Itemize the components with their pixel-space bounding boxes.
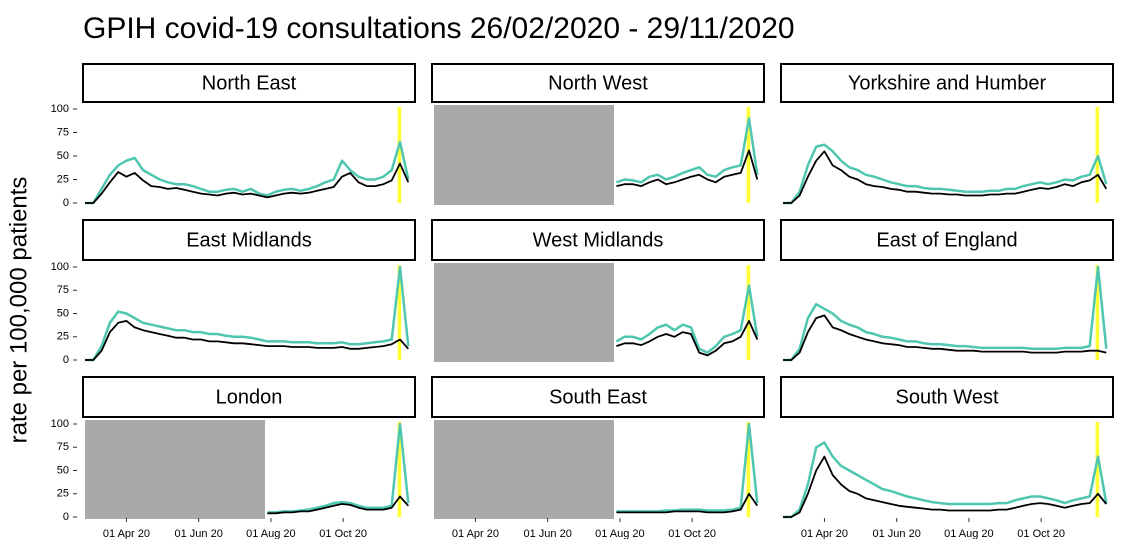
strip [780, 376, 1114, 418]
strip [431, 63, 765, 103]
series-line [783, 265, 1108, 362]
strip [82, 63, 416, 103]
highlight-band [397, 265, 402, 360]
x-tick-label: 01 Aug 20 [595, 528, 645, 539]
strip [82, 376, 416, 418]
series-line [85, 140, 410, 205]
y-tick-label: 50 [57, 307, 69, 319]
x-tick-label: 01 Apr 20 [103, 528, 150, 539]
x-tick-label: 01 Oct 20 [1017, 528, 1065, 539]
chart-title: GPIH covid-19 consultations 26/02/2020 -… [83, 12, 795, 45]
y-tick-label: 50 [57, 150, 69, 162]
highlight-band [1095, 422, 1100, 517]
x-tick-label: 01 Apr 20 [801, 528, 848, 539]
strip-title: South West [895, 386, 998, 408]
series-line [85, 162, 410, 204]
series-line [85, 320, 409, 361]
series-line [616, 422, 759, 513]
highlight-band [397, 422, 402, 517]
highlight-band [397, 107, 402, 203]
y-tick-label: 100 [51, 103, 69, 115]
x-tick-label: 01 Jun 20 [873, 528, 921, 539]
y-tick-label: 100 [51, 261, 69, 273]
strip-title: London [216, 386, 283, 408]
series-line [783, 455, 1107, 518]
strip [780, 63, 1114, 103]
highlight-band [746, 265, 751, 360]
x-tick-label: 01 Oct 20 [319, 528, 367, 539]
strip-title: North West [548, 72, 648, 94]
x-tick-label: 01 Jun 20 [524, 528, 572, 539]
strip [431, 376, 765, 418]
strip-title: Yorkshire and Humber [848, 72, 1047, 94]
series-line [615, 117, 759, 184]
strip-title: South East [549, 386, 647, 408]
x-tick-label: 01 Aug 20 [944, 528, 994, 539]
no-data-region [434, 105, 614, 205]
highlight-band [746, 107, 751, 203]
no-data-region [434, 420, 614, 519]
series-line [267, 422, 410, 514]
strip [82, 219, 416, 261]
strip-title: North East [202, 72, 297, 94]
x-tick-label: 01 Oct 20 [668, 528, 716, 539]
series-line [616, 492, 759, 514]
y-tick-label: 100 [51, 418, 69, 430]
y-tick-label: 25 [57, 331, 69, 343]
y-tick-label: 0 [63, 197, 69, 209]
highlight-band [746, 422, 751, 517]
y-tick-label: 75 [57, 126, 69, 138]
y-tick-label: 0 [63, 354, 69, 366]
series-line [267, 495, 409, 515]
y-tick-label: 50 [57, 464, 69, 476]
y-tick-label: 25 [57, 173, 69, 185]
x-tick-label: 01 Apr 20 [452, 528, 499, 539]
series-line [616, 149, 759, 187]
series-line [616, 320, 759, 357]
series-line [783, 143, 1108, 205]
strip-title: East Midlands [186, 229, 312, 251]
y-tick-label: 75 [57, 284, 69, 296]
x-tick-label: 01 Aug 20 [246, 528, 296, 539]
y-axis-label: rate per 100,000 patients [5, 177, 32, 444]
series-line [783, 441, 1108, 519]
strip-title: East of England [876, 229, 1017, 251]
series-line [783, 314, 1107, 361]
x-tick-label: 01 Jun 20 [175, 528, 223, 539]
y-tick-label: 0 [63, 511, 69, 523]
strip [431, 219, 765, 261]
no-data-region [85, 420, 265, 519]
y-tick-label: 75 [57, 441, 69, 453]
strip-title: West Midlands [533, 229, 664, 251]
series-line [615, 284, 759, 354]
y-tick-label: 25 [57, 488, 69, 500]
no-data-region [434, 263, 614, 362]
strip [780, 219, 1114, 261]
highlight-band [1095, 265, 1100, 360]
series-line [85, 265, 410, 362]
series-line [783, 150, 1108, 204]
